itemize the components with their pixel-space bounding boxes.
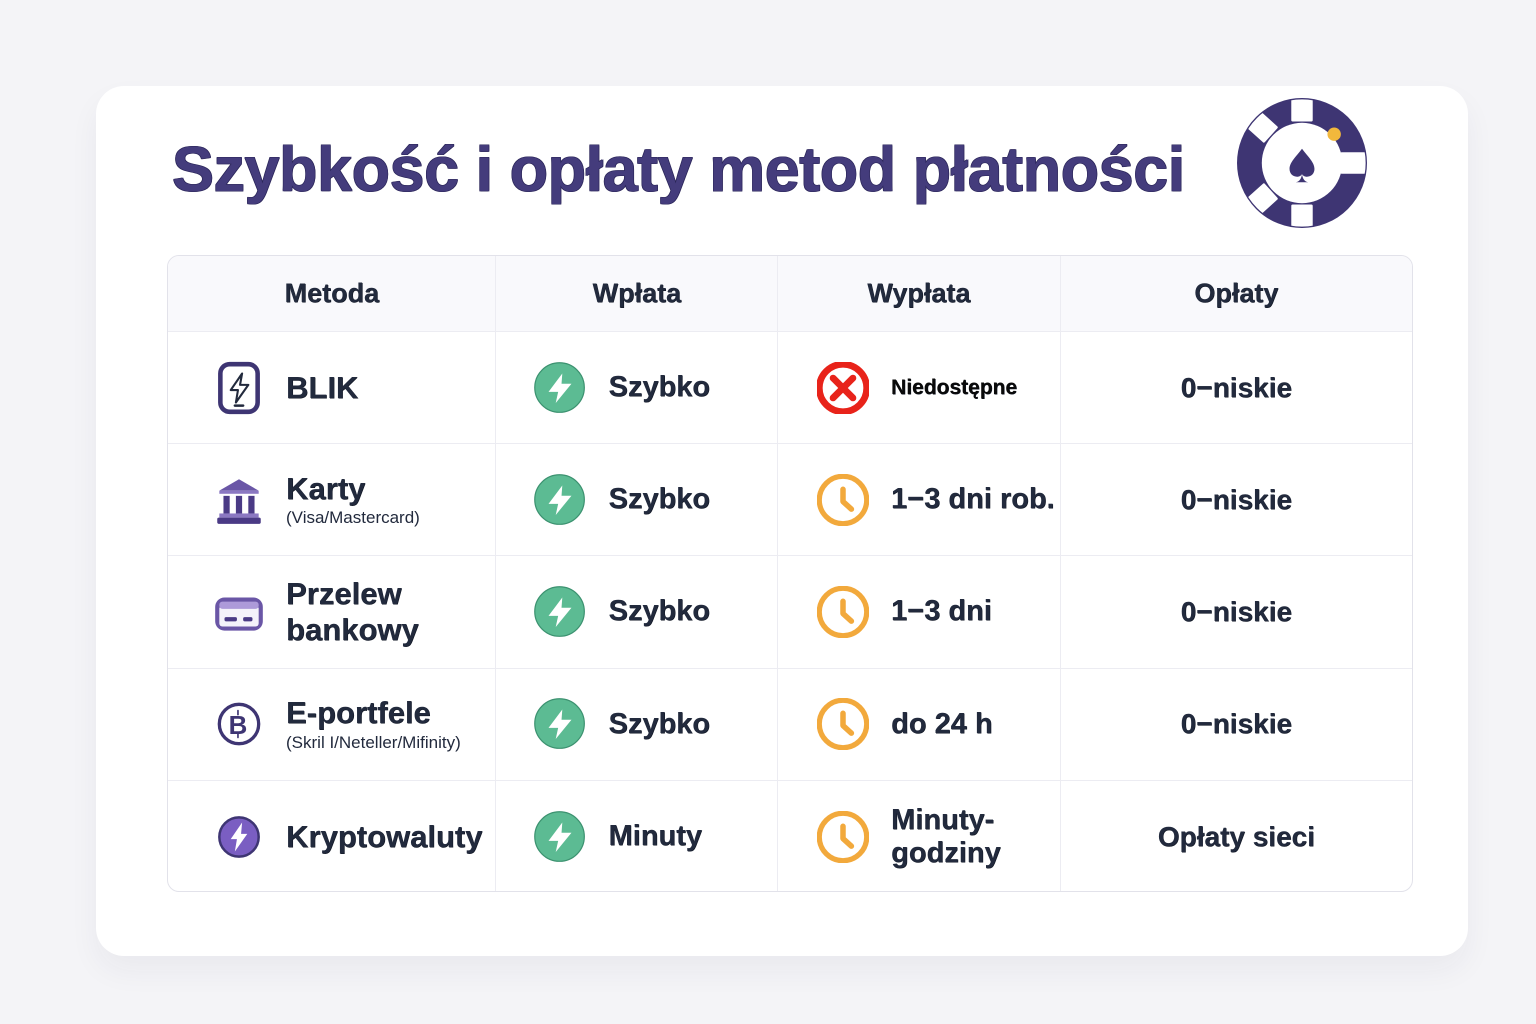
- svg-text:B: B: [229, 712, 248, 740]
